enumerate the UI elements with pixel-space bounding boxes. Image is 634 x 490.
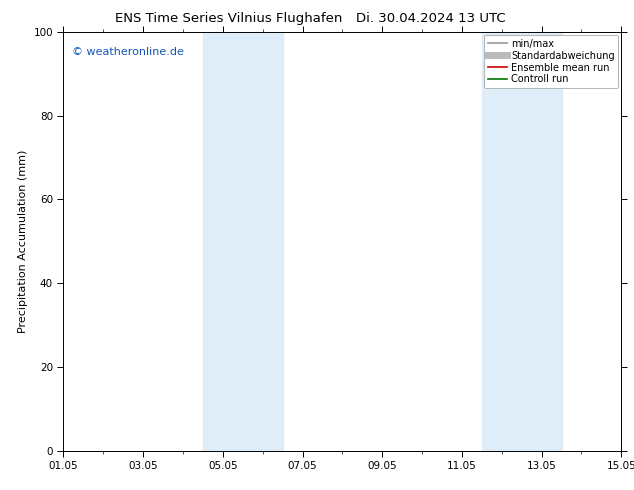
Legend: min/max, Standardabweichung, Ensemble mean run, Controll run: min/max, Standardabweichung, Ensemble me… [484, 35, 618, 88]
Text: Di. 30.04.2024 13 UTC: Di. 30.04.2024 13 UTC [356, 12, 506, 25]
Text: © weatheronline.de: © weatheronline.de [72, 47, 184, 56]
Bar [482, 32, 562, 451]
Text: ENS Time Series Vilnius Flughafen: ENS Time Series Vilnius Flughafen [115, 12, 342, 25]
Bar [203, 32, 283, 451]
Y-axis label: Precipitation Accumulation (mm): Precipitation Accumulation (mm) [18, 149, 28, 333]
